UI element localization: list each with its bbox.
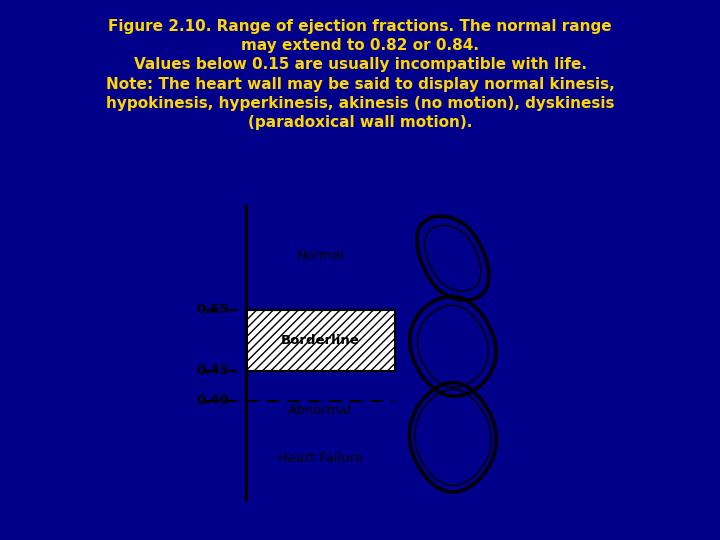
Text: Heart Failure: Heart Failure — [278, 452, 363, 465]
Text: 0.55: 0.55 — [197, 303, 229, 316]
Text: 0.40: 0.40 — [197, 394, 229, 408]
Bar — [246, 310, 395, 370]
Text: Abnormal: Abnormal — [288, 403, 353, 416]
Text: Normal: Normal — [297, 248, 344, 262]
Text: Borderline: Borderline — [281, 334, 360, 347]
Text: 0.45: 0.45 — [197, 364, 229, 377]
Text: Figure 2.10. Range of ejection fractions. The normal range
may extend to 0.82 or: Figure 2.10. Range of ejection fractions… — [106, 19, 614, 130]
